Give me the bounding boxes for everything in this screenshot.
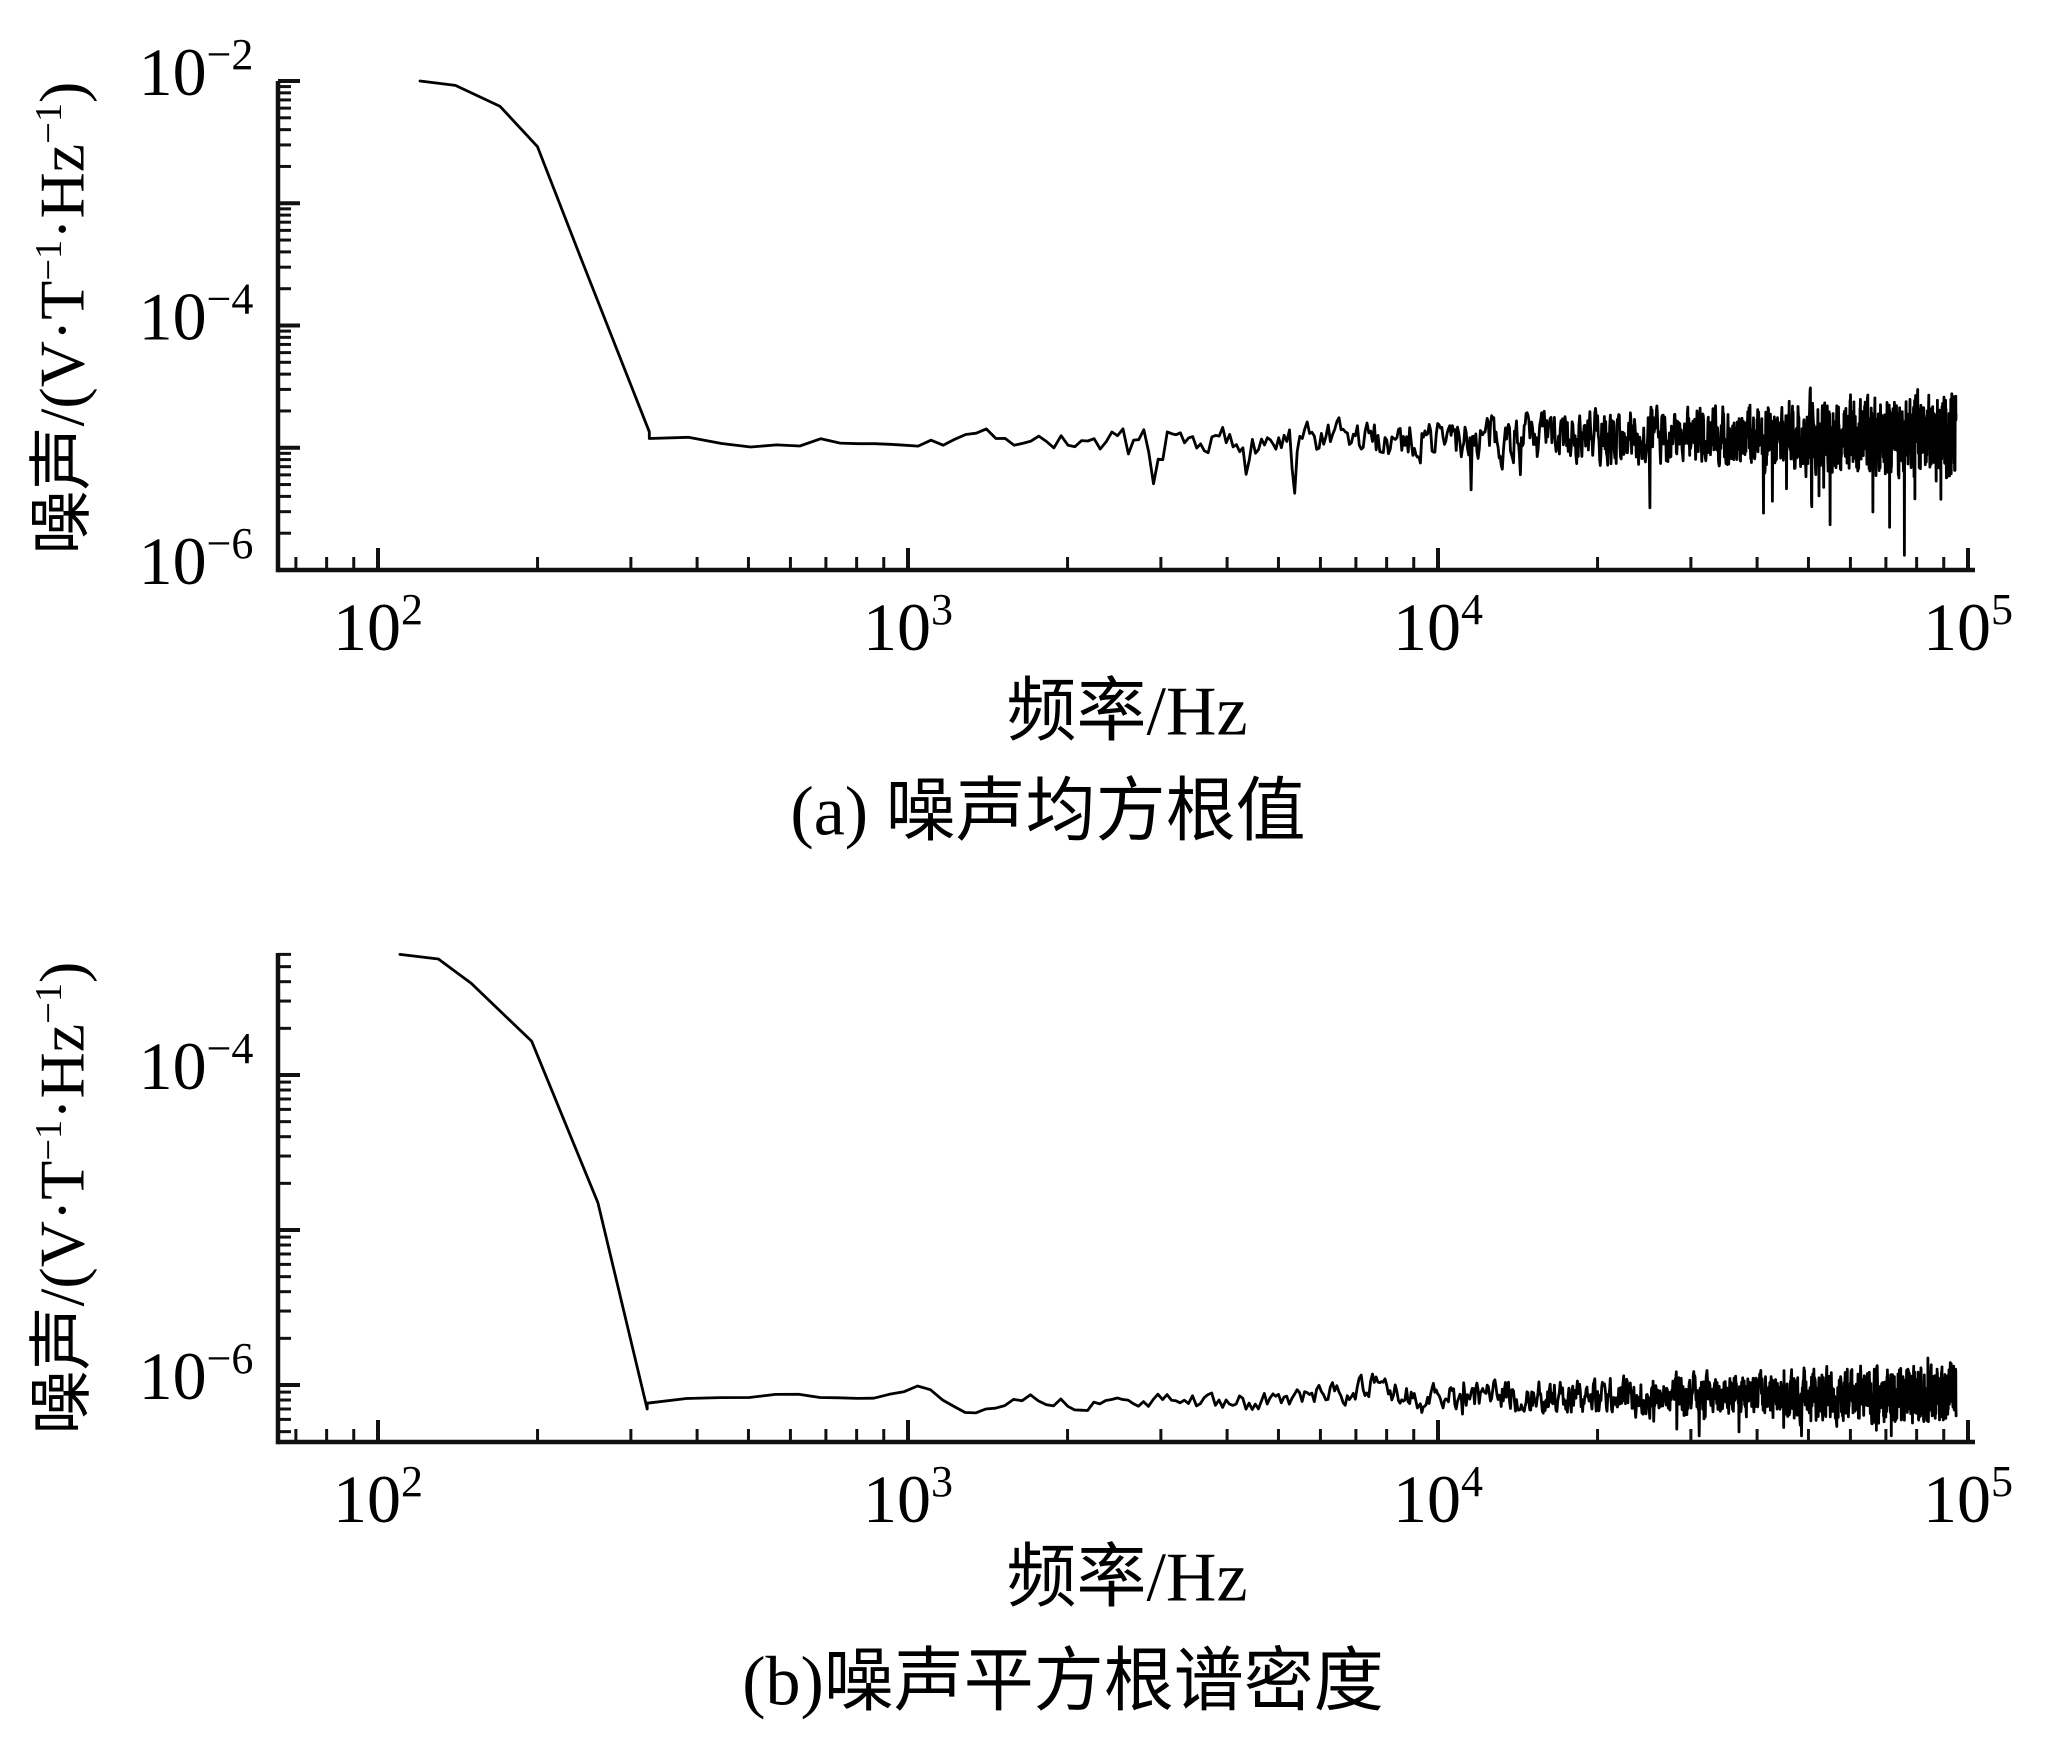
x-tick-label: 102 [333, 585, 423, 665]
x-tick-label: 102 [333, 1457, 423, 1537]
noise-curve-b [398, 953, 1958, 1438]
plot-b: 102 103 104 105 10−4 10−6 [139, 952, 2013, 1537]
y-tick-label: 10−4 [139, 275, 254, 355]
x-tick-label: 103 [863, 585, 953, 665]
y-tick-label: 10−6 [139, 1334, 254, 1414]
y-tick-label: 10−4 [139, 1024, 254, 1104]
x-tick-label: 103 [863, 1457, 953, 1537]
plot-a-x-axis-title: 频率/Hz [1006, 673, 1248, 751]
noise-curve-a [418, 79, 1958, 557]
x-tick-label: 104 [1393, 1457, 1483, 1537]
y-tick-label: 10−2 [139, 30, 254, 110]
plot-b-x-axis-title: 频率/Hz [1006, 1539, 1248, 1617]
plot-a-y-axis-title: 噪声/(V·T−1·Hz−1) [26, 81, 98, 555]
plot-b-y-axis-title: 噪声/(V·T−1·Hz−1) [26, 961, 98, 1435]
x-tick-label: 105 [1923, 585, 2013, 665]
x-tick-label: 105 [1923, 1457, 2013, 1537]
plot-a-caption: (a) 噪声均方根值 [790, 773, 1306, 851]
y-tick-label: 10−6 [139, 519, 254, 599]
x-tick-label: 104 [1393, 585, 1483, 665]
plot-b-caption: (b)噪声平方根谱密度 [742, 1643, 1384, 1721]
plot-a: 102 103 104 105 10−2 10−4 10−6 [139, 30, 2013, 665]
